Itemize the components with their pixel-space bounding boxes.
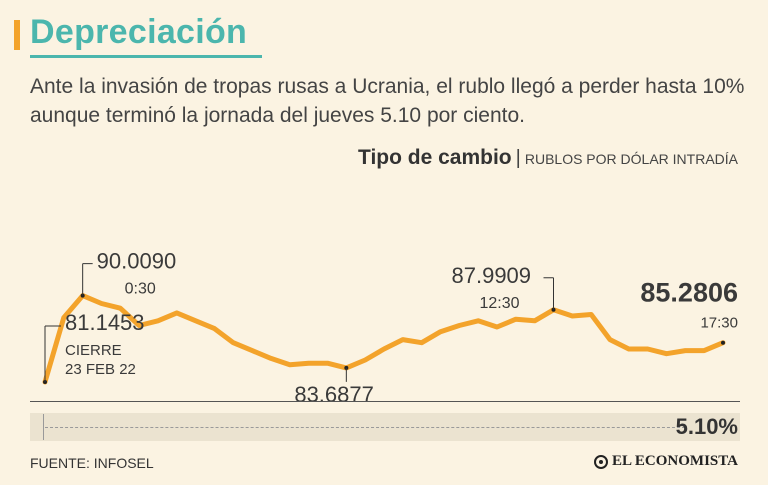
annotation-time: CIERRE <box>65 342 122 359</box>
title-accent-bar <box>14 20 20 50</box>
chart-title: Tipo de cambio | RUBLOS POR DÓLAR INTRADÍA <box>358 146 738 170</box>
depreciation-bar-tick <box>43 414 44 440</box>
depreciation-bar-line <box>45 427 685 428</box>
logo-text: EL ECONOMISTA <box>612 453 738 469</box>
annotation-point <box>721 340 725 345</box>
source-note: FUENTE: INFOSEL <box>30 455 154 471</box>
annotation-value: 81.1453 <box>65 310 145 335</box>
series-line <box>42 293 726 385</box>
logo-icon <box>594 454 608 469</box>
title-underline <box>30 55 262 58</box>
page-subtitle: Ante la invasión de tropas rusas a Ucran… <box>30 75 745 127</box>
annotation-time: 17:30 <box>700 315 738 332</box>
depreciation-value: 5.10% <box>675 414 738 439</box>
chart-title-units: RUBLOS POR DÓLAR INTRADÍA <box>524 151 738 167</box>
chart-title-main: Tipo de cambio <box>358 146 512 169</box>
page-title: Depreciación <box>30 13 248 51</box>
annotation-time: 12:30 <box>480 295 520 312</box>
annotation-value: 90.0090 <box>97 249 177 274</box>
annotation-time: 0:30 <box>125 281 156 298</box>
annotation-value: 87.9909 <box>452 263 532 288</box>
annotation-date: 23 FEB 22 <box>65 361 136 378</box>
brand-logo: EL ECONOMISTA <box>594 453 738 470</box>
annotation-value: 85.2806 <box>640 278 738 308</box>
chart-title-separator: | <box>515 147 521 169</box>
annotation-value: 83.6877 <box>294 382 374 407</box>
chart-divider <box>30 401 740 402</box>
